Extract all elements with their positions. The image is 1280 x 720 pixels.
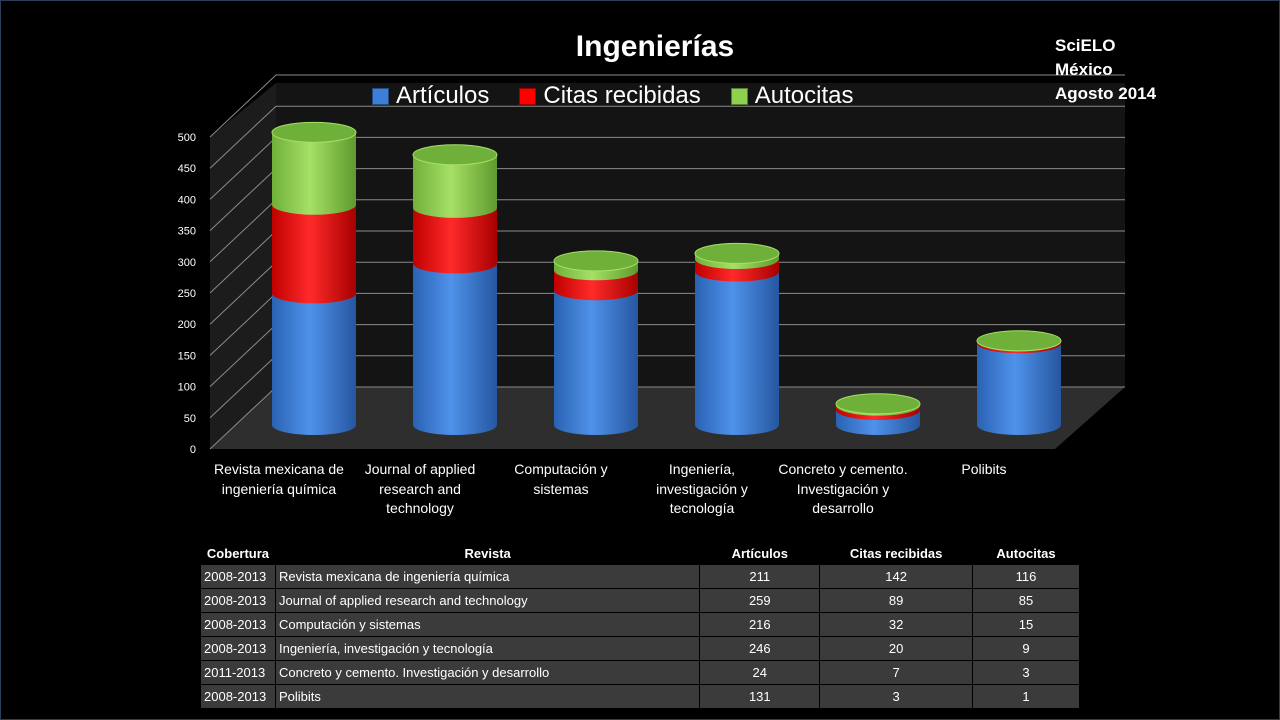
y-tick-label: 200 xyxy=(178,319,196,331)
bar-cap xyxy=(412,144,498,166)
y-tick-label: 400 xyxy=(178,194,196,206)
category-label: Polibits xyxy=(961,461,1007,477)
legend-label-autocitas: Autocitas xyxy=(754,82,854,109)
table-cell: 211 xyxy=(699,564,821,589)
bar-segment xyxy=(272,293,356,435)
bar-segment xyxy=(413,154,497,218)
table-cell: 2008-2013 xyxy=(200,612,276,637)
legend-swatch-articulos xyxy=(372,87,389,105)
table-row: 2008-2013 Revista mexicana de ingeniería… xyxy=(200,564,1080,589)
bar-segment xyxy=(272,204,356,304)
legend-item-citas: Citas recibidas xyxy=(519,82,701,110)
table-cell: Journal of applied research and technolo… xyxy=(274,588,701,613)
table-cell: 216 xyxy=(699,612,821,637)
table-cell: 7 xyxy=(819,660,974,685)
table-cell: 2008-2013 xyxy=(200,636,276,661)
source-line: Agosto 2014 xyxy=(1055,84,1157,103)
table-cell: 2011-2013 xyxy=(200,660,276,685)
table-cell: 24 xyxy=(699,660,821,685)
chart-title: Ingenierías xyxy=(575,30,735,63)
source-line: México xyxy=(1055,60,1113,79)
table-row: 2008-2013 Polibits 131 3 1 xyxy=(200,684,1080,709)
legend-swatch-citas xyxy=(519,87,537,105)
table-row: 2008-2013 Ingeniería, investigación y te… xyxy=(200,636,1080,661)
data-table: Cobertura Revista Artículos Citas recibi… xyxy=(200,542,1080,709)
bar-cap xyxy=(835,393,921,415)
legend-item-autocitas: Autocitas xyxy=(730,82,854,110)
chart-legend: Artículos Citas recibidas Autocitas xyxy=(372,82,884,110)
source-note: SciELO México Agosto 2014 xyxy=(1055,34,1156,106)
legend-item-articulos: Artículos xyxy=(372,82,489,110)
table-header: Cobertura xyxy=(206,545,270,561)
bar-segment xyxy=(413,263,497,435)
y-tick-label: 100 xyxy=(178,382,196,394)
category-label: Ingeniería, investigación y tecnología xyxy=(656,461,748,516)
table-cell: Computación y sistemas xyxy=(274,612,701,637)
y-tick-label: 350 xyxy=(178,226,196,238)
legend-label-articulos: Artículos xyxy=(396,82,490,109)
gridline xyxy=(209,74,1125,138)
bar-cap xyxy=(694,242,780,264)
table-cell: 2008-2013 xyxy=(200,684,276,709)
category-label: Revista mexicana de ingeniería química xyxy=(214,461,344,497)
table-cell: 89 xyxy=(819,588,974,613)
category-label: Journal of applied research and technolo… xyxy=(364,461,476,516)
table-row: 2008-2013 Computación y sistemas 216 32 … xyxy=(200,612,1080,637)
y-tick-label: 300 xyxy=(178,257,196,269)
table-cell: 9 xyxy=(972,636,1080,661)
table-cell: 85 xyxy=(972,588,1080,613)
category-label: Concreto y cemento. Investigación y desa… xyxy=(778,461,908,516)
y-tick-label: 450 xyxy=(178,163,196,175)
table-cell: 131 xyxy=(699,684,821,709)
table-cell: 116 xyxy=(972,564,1080,589)
table-row: 2008-2013 Journal of applied research an… xyxy=(200,588,1080,613)
table-cell: 142 xyxy=(819,564,974,589)
table-cell: 32 xyxy=(819,612,974,637)
gridline xyxy=(209,105,1125,169)
bar-segment xyxy=(413,207,497,274)
y-tick-label: 50 xyxy=(184,413,196,425)
table-header: Artículos xyxy=(731,545,788,561)
table-cell: Revista mexicana de ingeniería química xyxy=(274,564,701,589)
y-tick-label: 0 xyxy=(190,444,196,456)
legend-label-citas: Citas recibidas xyxy=(543,82,701,109)
table-header: Autocitas xyxy=(996,545,1056,561)
source-line: SciELO xyxy=(1055,36,1116,55)
table-cell: 1 xyxy=(972,684,1080,709)
table-cell: 246 xyxy=(699,636,821,661)
bar-segment xyxy=(272,132,356,215)
table-row: 2011-2013 Concreto y cemento. Investigac… xyxy=(200,660,1080,685)
y-tick-label: 250 xyxy=(178,288,196,300)
y-tick-label: 150 xyxy=(178,350,196,362)
category-label: Computación y sistemas xyxy=(514,461,608,497)
table-cell: Polibits xyxy=(274,684,701,709)
bar-segment xyxy=(695,271,779,435)
table-cell: 2008-2013 xyxy=(200,564,276,589)
table-header-row: Cobertura Revista Artículos Citas recibi… xyxy=(201,542,1080,565)
table-header: Revista xyxy=(464,545,511,561)
table-cell: 3 xyxy=(819,684,974,709)
table-cell: 3 xyxy=(972,660,1080,685)
bar-cap xyxy=(271,121,357,143)
table-cell: 15 xyxy=(972,612,1080,637)
table-cell: 259 xyxy=(699,588,821,613)
bar-segment xyxy=(977,343,1061,435)
table-header: Citas recibidas xyxy=(849,545,943,561)
table-cell: Ingeniería, investigación y tecnología xyxy=(274,636,701,661)
table-cell: 2008-2013 xyxy=(200,588,276,613)
side-wall xyxy=(210,83,276,449)
y-tick-label: 500 xyxy=(178,132,196,144)
bar-cap xyxy=(976,330,1062,352)
legend-swatch-autocitas xyxy=(730,87,748,105)
table-cell: Concreto y cemento. Investigación y desa… xyxy=(274,660,701,685)
table-cell: 20 xyxy=(819,636,974,661)
bar-cap xyxy=(553,250,639,272)
bar-segment xyxy=(554,290,638,435)
